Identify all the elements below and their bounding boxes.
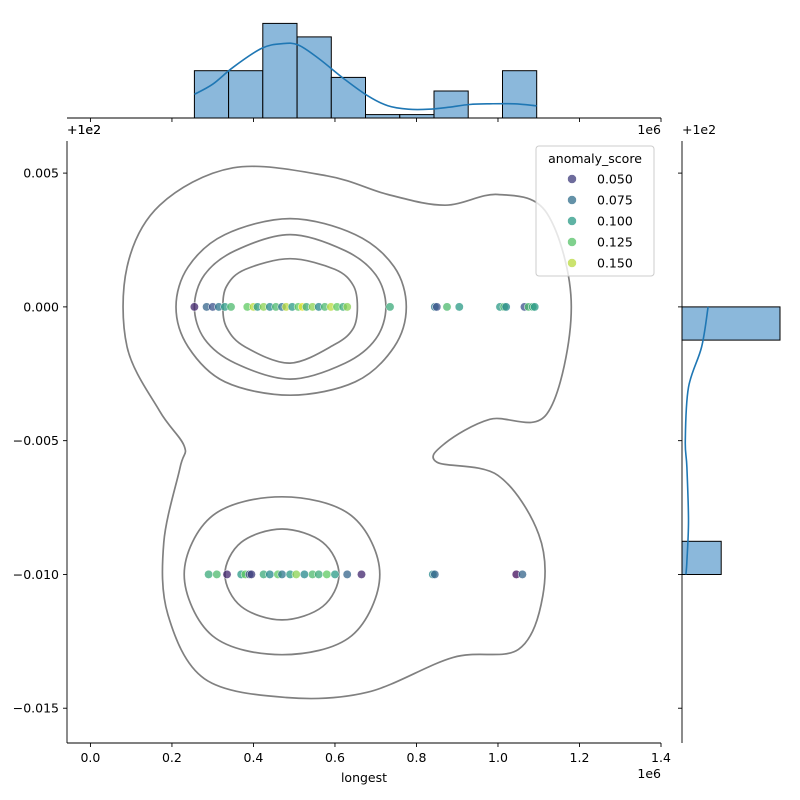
kde-contour-line (183, 495, 381, 656)
right-marginal-histogram: +1e2 (678, 122, 781, 743)
scatter-point (430, 569, 440, 579)
legend-entries: 0.050 0.075 0.100 0.125 0.150 (567, 172, 633, 271)
scatter-point (501, 302, 511, 312)
top-histogram-bar (330, 76, 366, 119)
scatter-point (265, 569, 275, 579)
y-axis-ticks: 0.005 0.000 −0.005 −0.010 −0.015 (13, 166, 67, 716)
y-offset-label: +1e2 (67, 122, 101, 137)
scatter-point (322, 569, 332, 579)
scatter-point (299, 569, 309, 579)
scatter-point (277, 569, 287, 579)
right-histogram-bar (681, 306, 781, 341)
legend-label: 0.125 (597, 235, 633, 250)
legend-title: anomaly_score (548, 151, 642, 166)
x-scale-label: 1e6 (637, 766, 661, 781)
x-axis-ticks: 0.0 0.2 0.4 0.6 0.8 1.0 1.2 1.4 (80, 743, 671, 765)
legend-label: 0.050 (597, 172, 633, 187)
scatter-point (291, 569, 301, 579)
x-tick-label: 0.0 (80, 750, 100, 765)
scatter-point (530, 302, 540, 312)
kde-contour-line (224, 528, 340, 621)
scatter-point (212, 569, 222, 579)
legend-label: 0.150 (597, 256, 633, 271)
scatter-point (246, 569, 256, 579)
x-tick-label: 0.2 (162, 750, 182, 765)
top-histogram-bar (193, 70, 230, 119)
top-marginal-histogram: +1e2 1e6 (67, 22, 662, 137)
y-tick-label: −0.010 (13, 567, 59, 582)
scatter-point (342, 569, 352, 579)
scatter-point (357, 569, 366, 579)
kde-contour-line (193, 233, 387, 380)
scatter-point (517, 569, 527, 579)
scatter-point (454, 302, 464, 312)
top-kde-curve (194, 42, 537, 111)
legend-label: 0.075 (597, 193, 633, 208)
top-histogram-bar (296, 36, 332, 119)
y-tick-label: 0.005 (23, 166, 59, 181)
scatter-point (330, 569, 340, 579)
right-offset-label: +1e2 (682, 122, 716, 137)
right-kde-curve (684, 306, 709, 575)
top-histogram-bar (365, 114, 401, 119)
kde-contour-line (222, 257, 359, 364)
scatter-points (189, 302, 540, 579)
scatter-point (204, 569, 214, 579)
top-offset-label: +1e2 (67, 122, 101, 137)
kde-contour-line (175, 217, 408, 397)
top-histogram-bars (193, 22, 538, 119)
scatter-point (226, 302, 236, 312)
scatter-point (385, 302, 395, 312)
kde-contours (122, 165, 573, 700)
x-tick-label: 1.4 (651, 750, 671, 765)
y-tick-label: 0.000 (23, 299, 59, 314)
scatter-point (189, 302, 199, 312)
scatter-point (442, 302, 452, 312)
top-histogram-bar (262, 22, 298, 119)
x-tick-label: 0.4 (244, 750, 264, 765)
joint-axes: 0.0 0.2 0.4 0.6 0.8 1.0 1.2 1.4 0.005 0.000 −0.00… (13, 122, 671, 785)
y-tick-label: −0.005 (13, 433, 59, 448)
top-histogram-bar (502, 70, 538, 119)
x-tick-label: 1.2 (570, 750, 590, 765)
legend-label: 0.100 (597, 214, 633, 229)
x-tick-label: 0.8 (407, 750, 427, 765)
top-histogram-bar (228, 70, 264, 119)
legend-marker (567, 258, 577, 268)
legend: anomaly_score 0.050 0.075 0.100 0.125 0.150 (535, 145, 655, 277)
legend-marker (567, 216, 577, 226)
scatter-point (342, 302, 352, 312)
right-histogram-bars (681, 306, 781, 575)
right-marginal-ticks (678, 172, 682, 709)
x-tick-label: 0.6 (325, 750, 345, 765)
scatter-point (222, 569, 232, 579)
top-histogram-bar (399, 114, 435, 119)
y-tick-label: −0.015 (13, 701, 59, 716)
scatter-point (432, 302, 442, 312)
kde-contour-line (122, 165, 573, 700)
x-tick-label: 1.0 (488, 750, 508, 765)
legend-frame (535, 145, 655, 277)
legend-marker (567, 174, 577, 184)
top-marginal-ticks (89, 118, 662, 122)
scatter-point (314, 569, 324, 579)
top-scale-label: 1e6 (637, 122, 661, 137)
x-axis-title: longest (341, 770, 387, 785)
legend-marker (567, 237, 577, 247)
legend-marker (567, 195, 577, 205)
